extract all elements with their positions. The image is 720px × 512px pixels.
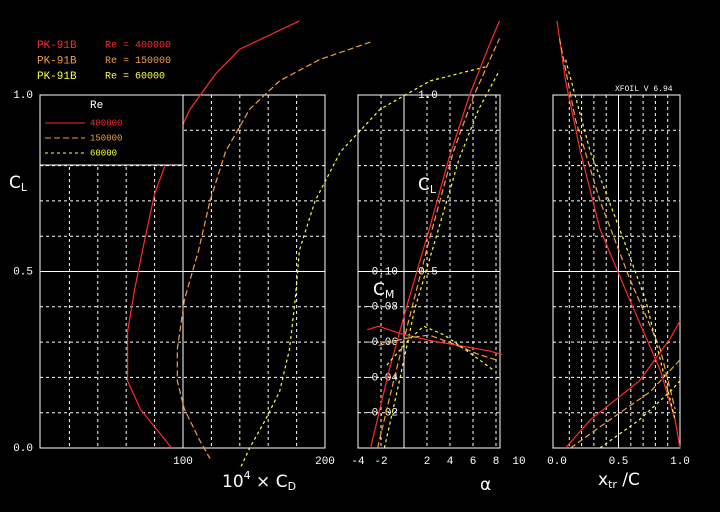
legend-label: 60000 bbox=[90, 148, 117, 158]
axis-label-part: × C bbox=[251, 472, 288, 492]
y-tick-label: 0.0 bbox=[13, 443, 33, 455]
plot-frame bbox=[357, 94, 501, 449]
legend-label: 400000 bbox=[90, 118, 122, 128]
axis-label-part: C bbox=[9, 173, 21, 193]
axis-label-part: x bbox=[598, 470, 608, 490]
series-line bbox=[127, 20, 300, 449]
x-tick-label: 100 bbox=[173, 456, 193, 468]
axis-label: CL bbox=[9, 173, 28, 194]
y-tick-label: 0.5 bbox=[13, 266, 33, 278]
y-tick-label: 1.0 bbox=[418, 90, 438, 102]
axis-label: CM bbox=[373, 280, 394, 301]
y-tick-label: 1.0 bbox=[13, 90, 33, 102]
axis-label: CL bbox=[418, 175, 437, 196]
x-tick-label: -2 bbox=[374, 456, 387, 468]
series-line bbox=[176, 41, 371, 459]
y-tick-label: 0.5 bbox=[418, 266, 438, 278]
axis-label: α bbox=[480, 475, 491, 495]
axis-label: 104 × CD bbox=[222, 469, 296, 493]
x-tick-label: 0.0 bbox=[547, 456, 567, 468]
x-tick-label: -4 bbox=[351, 456, 365, 468]
series-line bbox=[367, 325, 502, 356]
axis-label-part: α bbox=[480, 475, 491, 495]
plot-frame bbox=[552, 94, 681, 449]
series-line bbox=[565, 59, 681, 449]
y2-tick-label: -0.08 bbox=[365, 302, 398, 314]
case-airfoil: PK-91B bbox=[37, 71, 77, 83]
x-tick-label: 1.0 bbox=[670, 456, 690, 468]
legend-label: 150000 bbox=[90, 133, 122, 143]
x-tick-label: 2 bbox=[424, 456, 431, 468]
series-line bbox=[378, 334, 497, 361]
y2-tick-label: -0.06 bbox=[365, 337, 398, 349]
axis-label-part: C bbox=[373, 280, 385, 300]
case-re: Re = 60000 bbox=[105, 72, 165, 83]
x-tick-label: 6 bbox=[470, 456, 477, 468]
axis-label-part: D bbox=[288, 480, 296, 493]
axis-label-part: L bbox=[21, 181, 28, 194]
axis-label-part: M bbox=[385, 288, 395, 301]
version: XFOIL V 6.94 bbox=[615, 85, 673, 94]
legend-title: Re bbox=[90, 100, 103, 112]
y2-tick-label: -0.04 bbox=[365, 372, 398, 384]
series-line bbox=[377, 38, 501, 449]
x-tick-label: 4 bbox=[447, 456, 454, 468]
series-line bbox=[558, 38, 681, 449]
axis-label: xtr /C bbox=[598, 470, 640, 491]
axis-label-part: L bbox=[430, 183, 437, 196]
series-line bbox=[239, 66, 486, 470]
case-re: Re = 400000 bbox=[105, 41, 171, 52]
y2-tick-label: -0.02 bbox=[365, 408, 398, 420]
case-re: Re = 150000 bbox=[105, 56, 171, 67]
axis-label-part: /C bbox=[617, 470, 640, 490]
x-tick-label: 0.5 bbox=[609, 456, 629, 468]
case-airfoil: PK-91B bbox=[37, 55, 77, 67]
x-tick-label: 200 bbox=[315, 456, 335, 468]
axis-label-part: C bbox=[418, 175, 430, 195]
axis-label-part: 4 bbox=[244, 469, 251, 482]
series-line bbox=[383, 70, 501, 449]
y2-tick-label: -0.10 bbox=[365, 266, 398, 278]
axis-label-part: tr bbox=[608, 478, 617, 491]
case-airfoil: PK-91B bbox=[37, 40, 77, 52]
x-tick-label: 8 bbox=[493, 456, 500, 468]
x-tick-label: 10 bbox=[512, 456, 525, 468]
axis-label-part: 10 bbox=[222, 472, 244, 492]
